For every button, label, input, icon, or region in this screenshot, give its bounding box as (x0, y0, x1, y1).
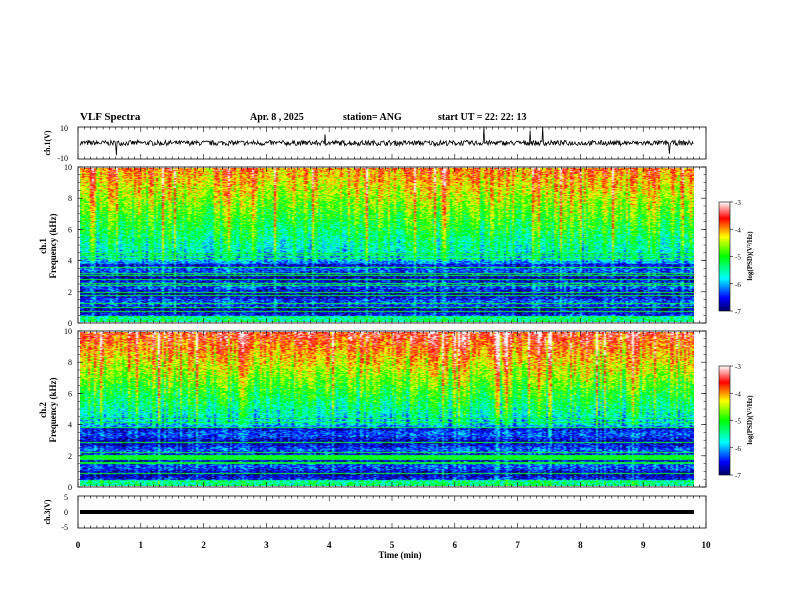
x-tick-label: 6 (453, 540, 458, 550)
ch1-ylabel: ch.1(V) (43, 130, 52, 155)
y-tick-label: 0 (68, 319, 72, 328)
date-label: Apr. 8 , 2025 (250, 112, 304, 123)
x-tick-label: 9 (641, 540, 646, 550)
start-time-label: start UT = 22: 22: 13 (438, 112, 527, 123)
ch3-ylabel: ch.3(V) (43, 499, 52, 524)
ch3-xticks (77, 496, 707, 528)
ch3-ytick-bottom: -5 (61, 523, 68, 532)
ch3-ytick-mid: 0 (64, 508, 68, 517)
colorbar-tick-label: -7 (735, 472, 741, 480)
ch1-frequency-ticks: 0 2 4 6 8 10 (64, 163, 706, 328)
ch1-colorbar-label: log(PSD)(V²/Hz) (746, 231, 754, 281)
y-tick-label: 0 (68, 483, 72, 492)
x-tick-label: 1 (139, 540, 144, 550)
x-tick-label: 5 (390, 540, 395, 550)
colorbar-tick-label: -3 (735, 363, 741, 371)
x-tick-label: 0 (76, 540, 81, 550)
time-axis-tick-labels: 0 1 2 3 4 5 6 7 8 9 10 (76, 540, 711, 550)
ch1-waveform-line (79, 126, 694, 156)
x-tick-label: 10 (702, 540, 712, 550)
colorbar-tick-label: -4 (735, 226, 741, 234)
ch1-spectrogram-image (80, 168, 694, 322)
ch1-ytick-bottom: -10 (57, 154, 68, 163)
ch1-waveform-panel: 10 -10 ch.1(V) (43, 124, 707, 163)
x-tick-label: 8 (578, 540, 583, 550)
colorbar-tick-label: -3 (735, 199, 741, 207)
ch1-xticks (77, 127, 707, 159)
y-tick-label: 10 (64, 327, 72, 336)
y-tick-label: 2 (68, 288, 72, 297)
chart-title: VLF Spectra (80, 111, 141, 123)
y-tick-label: 10 (64, 163, 72, 172)
ch1-spec-ylabel-1: ch.1 (38, 238, 48, 254)
ch1-colorbar-ticks: -3 -4 -5 -6 -7 (730, 199, 741, 316)
ch2-frequency-ticks: 0 2 4 6 8 10 (64, 327, 706, 492)
y-tick-label: 4 (68, 421, 72, 430)
y-tick-label: 4 (68, 257, 72, 266)
x-tick-label: 3 (264, 540, 269, 550)
ch2-colorbar-label: log(PSD)(V²/Hz) (746, 395, 754, 445)
ch2-colorbar-ticks: -3 -4 -5 -6 -7 (730, 363, 741, 480)
x-tick-label: 4 (327, 540, 332, 550)
x-tick-label: 2 (201, 540, 206, 550)
ch3-waveform-line (80, 510, 694, 514)
y-tick-label: 8 (68, 358, 72, 367)
colorbar-tick-label: -6 (735, 281, 741, 289)
x-tick-label: 7 (515, 540, 520, 550)
colorbar-tick-label: -7 (735, 308, 741, 316)
ch2-spectrogram-image (80, 332, 694, 486)
ch2-spec-ylabel-1: ch.2 (38, 402, 48, 418)
colorbar-tick-label: -4 (735, 390, 741, 398)
ch1-spec-xticks (77, 167, 707, 323)
colorbar-tick-label: -5 (735, 254, 741, 262)
y-tick-label: 8 (68, 194, 72, 203)
time-axis-label: Time (min) (378, 550, 421, 560)
ch2-spec-xticks (77, 331, 707, 487)
y-tick-label: 6 (68, 225, 72, 234)
ch3-waveform-panel: 5 0 -5 ch.3(V) (43, 493, 707, 532)
ch1-spec-ylabel-2: Frequency (kHz) (48, 213, 58, 278)
ch2-colorbar (718, 365, 731, 476)
y-tick-label: 6 (68, 389, 72, 398)
ch3-ytick-top: 5 (64, 493, 68, 502)
colorbar-tick-label: -5 (735, 418, 741, 426)
colorbar-tick-label: -6 (735, 445, 741, 453)
station-label: station= ANG (343, 112, 402, 123)
ch1-colorbar (718, 201, 731, 312)
y-tick-label: 2 (68, 452, 72, 461)
ch1-ytick-top: 10 (60, 124, 68, 133)
ch2-spec-ylabel-2: Frequency (kHz) (48, 377, 58, 442)
